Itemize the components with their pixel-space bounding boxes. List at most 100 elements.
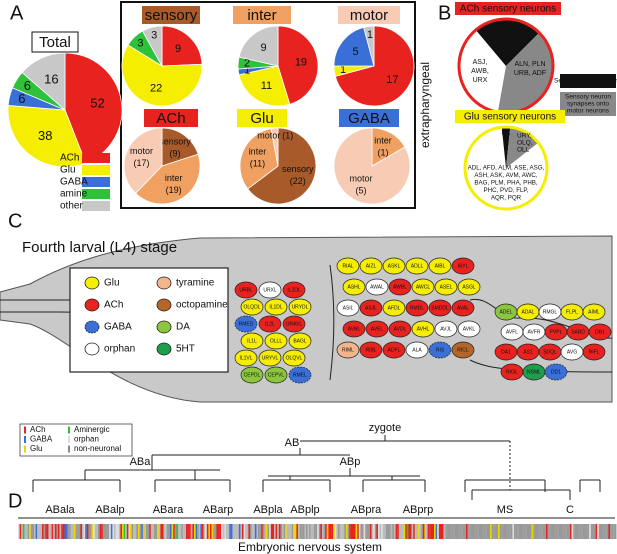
barcode-stripe [547, 524, 550, 539]
barcode-stripe [448, 524, 451, 539]
text-line: Sensory neuron [565, 94, 611, 101]
pie-slice [239, 128, 279, 190]
barcode-stripe [133, 524, 135, 539]
neuron [382, 257, 406, 275]
neuron [405, 341, 429, 359]
legend-label: amine [60, 189, 88, 200]
neuron-label: AIML [588, 309, 600, 315]
barcode-stripe [379, 524, 382, 539]
barcode-stripe [198, 524, 201, 539]
tree-leaf: ABprp [403, 504, 434, 516]
slice-label: 52 [90, 95, 104, 110]
text-line: BAG, PLM, PHA, PHB, [474, 180, 538, 187]
barcode-stripe [40, 524, 43, 539]
neuron [342, 320, 366, 338]
barcode-stripe [238, 524, 241, 539]
tree-node: zygote [369, 422, 401, 434]
neuron-label: IL1VL [239, 355, 252, 361]
neuron [264, 298, 288, 316]
barcode-stripe [397, 524, 399, 539]
barcode-stripe [309, 524, 311, 539]
barcode-stripe [174, 524, 177, 539]
neuron-label: RIGL [506, 369, 518, 375]
neuron [428, 341, 452, 359]
barcode-stripe [66, 524, 68, 539]
barcode-stripe [266, 524, 268, 539]
neuron-label: AVFR [528, 329, 541, 335]
barcode-stripe [168, 524, 171, 539]
barcode-stripe [474, 524, 476, 539]
slice-value-label: (1) [378, 147, 389, 157]
pie-slice [121, 44, 203, 107]
panel-c-title: Fourth larval (L4) stage [22, 239, 177, 256]
barcode-stripe [259, 524, 262, 539]
barcode-stripe [294, 524, 297, 539]
text-line: IL2, URA [500, 29, 529, 36]
tree-leaf: ABara [153, 504, 184, 516]
barcode-stripe [400, 524, 403, 539]
neuron-label: ASEL [440, 284, 453, 290]
legend-swatch [82, 189, 110, 199]
barcode-stripe [186, 524, 188, 539]
neuron-label: IL2L [265, 321, 275, 327]
slice-label: 1 [367, 29, 373, 41]
text-line: ASJ, [473, 59, 488, 66]
b-title-bg [455, 2, 561, 15]
neuron [288, 332, 312, 350]
barcode-stripe [427, 524, 430, 539]
barcode-stripe [181, 524, 183, 539]
barcode-stripe [333, 524, 335, 539]
barcode-stripe [570, 524, 572, 539]
neuron [359, 257, 383, 275]
neuron-label: ADFL [388, 347, 401, 353]
neuron-label: URAVL [286, 321, 303, 327]
neuron [288, 298, 312, 316]
barcode-stripe [358, 524, 361, 539]
neuron [336, 341, 360, 359]
neuron [258, 281, 282, 299]
barcode-stripe [315, 524, 318, 539]
barcode-stripe [122, 524, 124, 539]
neuron [582, 303, 606, 321]
pie-slice [161, 25, 203, 67]
neuron [428, 257, 452, 275]
barcode-stripe [160, 524, 163, 539]
neuron [282, 315, 306, 333]
barcode-stripe [298, 524, 300, 539]
barcode-stripe [442, 524, 444, 539]
pie-title-bg [144, 109, 198, 127]
barcode-stripe [518, 524, 521, 539]
barcode-stripe [443, 524, 446, 539]
barcode-stripe [91, 524, 94, 539]
barcode-stripe [248, 524, 251, 539]
barcode-stripe [245, 524, 247, 539]
slice-value-label: (19) [166, 185, 182, 195]
barcode-stripe [437, 524, 439, 539]
barcode-stripe [557, 524, 559, 539]
text-line: AWB, [471, 68, 489, 75]
barcode-stripe [432, 524, 435, 539]
neuron [405, 257, 429, 275]
barcode-stripe [366, 524, 369, 539]
glu-ring [463, 125, 549, 211]
barcode-stripe [434, 524, 436, 539]
neuron [457, 320, 481, 338]
barcode-stripe [117, 524, 119, 539]
barcode-stripe [542, 524, 545, 539]
barcode-stripe [251, 524, 254, 539]
neuron [451, 257, 475, 275]
legend-cell [84, 276, 100, 290]
neuron-label: URXL [263, 287, 277, 293]
barcode-stripe [602, 524, 604, 539]
slice-label: 6 [24, 78, 31, 93]
barcode-stripe [112, 524, 115, 539]
neuron [434, 320, 458, 338]
pie-slice [135, 153, 201, 205]
barcode-stripe [398, 524, 401, 539]
barcode-stripe [291, 524, 294, 539]
barcode-stripe [62, 524, 65, 539]
neuron-label: AVEL [371, 326, 384, 332]
barcode-stripe [206, 524, 209, 539]
barcode-stripe [402, 524, 404, 539]
barcode-stripe [301, 524, 303, 539]
